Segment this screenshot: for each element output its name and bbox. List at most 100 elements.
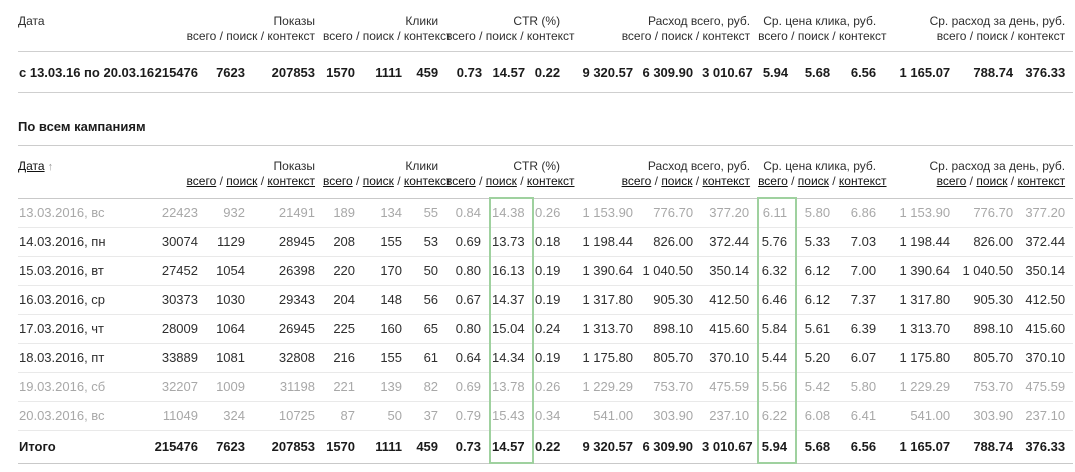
cell-daily-total: 1 390.64 bbox=[884, 256, 959, 286]
cell-cpc-total: 5.56 bbox=[757, 372, 798, 402]
cell-clicks-total: 208 bbox=[323, 227, 364, 257]
sub-link-clicks-total[interactable]: всего bbox=[323, 174, 353, 188]
cell-cpc-search: 5.42 bbox=[796, 372, 839, 402]
cell-ctr-context: 0.19 bbox=[533, 343, 569, 373]
cell-daily-search: 1 040.50 bbox=[958, 256, 1022, 286]
cell-shows-search: 1129 bbox=[206, 227, 253, 257]
cell-ctr-total: 0.80 bbox=[446, 256, 491, 286]
sub-link-clicks-search[interactable]: поиск bbox=[362, 174, 394, 188]
cell-cpc-search: 5.33 bbox=[796, 227, 839, 257]
cell-ctr-total: 0.69 bbox=[446, 227, 491, 257]
cell-daily-search: 788.74 bbox=[958, 51, 1022, 93]
cell-ctr-context: 0.22 bbox=[533, 430, 569, 464]
total-row: Итого 215476 7623 207853 1570 1111 459 0.73 14.5… bbox=[18, 430, 1074, 464]
cell-ctr-context: 0.34 bbox=[533, 401, 569, 431]
cell-shows-context: 26945 bbox=[253, 314, 324, 344]
cell-cost-total: 1 198.44 bbox=[568, 227, 642, 257]
cell-cpc-total: 5.44 bbox=[757, 343, 798, 373]
cell-clicks-total: 87 bbox=[323, 401, 364, 431]
cell-cpc-total: 6.22 bbox=[757, 401, 798, 431]
sub-link-cpc-context[interactable]: контекст bbox=[838, 174, 887, 188]
table-row: 16.03.2016, ср 30373 1030 29343 204 148 56 0.67… bbox=[18, 285, 1074, 315]
cell-ctr-search: 16.13 bbox=[489, 256, 535, 286]
cell-daily-context: 377.20 bbox=[1021, 198, 1074, 228]
cell-ctr-context: 0.24 bbox=[533, 314, 569, 344]
cell-cost-context: 412.50 bbox=[701, 285, 759, 315]
sub-link-daily-search[interactable]: поиск bbox=[976, 174, 1008, 188]
sub-link-ctr-context[interactable]: контекст bbox=[526, 174, 575, 188]
sub-link-shows-total[interactable]: всего bbox=[186, 174, 217, 188]
cell-shows-context: 29343 bbox=[253, 285, 324, 315]
cell-clicks-context: 56 bbox=[410, 285, 447, 315]
sub-link-shows-search[interactable]: поиск bbox=[226, 174, 258, 188]
table-row: 13.03.2016, вс 22423 932 21491 189 134 55 0.84 1… bbox=[18, 197, 1074, 228]
cell-ctr-search: 13.73 bbox=[489, 227, 535, 257]
cell-cpc-total: 5.94 bbox=[758, 51, 797, 93]
cell-cost-context: 237.10 bbox=[701, 401, 759, 431]
cell-daily-context: 350.14 bbox=[1021, 256, 1074, 286]
cell-clicks-context: 53 bbox=[410, 227, 447, 257]
summary-header-ctr: CTR (%) всего / поиск / контекст bbox=[446, 6, 575, 52]
cell-cpc-total: 5.76 bbox=[757, 227, 798, 257]
cell-ctr-search: 13.78 bbox=[489, 372, 535, 402]
sort-link-date[interactable]: Дата bbox=[18, 159, 45, 173]
table-row: 20.03.2016, вс 11049 324 10725 87 50 37 0.79 15.… bbox=[18, 401, 1074, 431]
sub-link-cpc-search[interactable]: поиск bbox=[797, 174, 829, 188]
cell-clicks-total: 220 bbox=[323, 256, 364, 286]
cell-cost-context: 3 010.67 bbox=[701, 51, 759, 93]
cell-clicks-total: 204 bbox=[323, 285, 364, 315]
cell-cost-search: 905.30 bbox=[641, 285, 702, 315]
sub-link-ctr-search[interactable]: поиск bbox=[485, 174, 517, 188]
cell-cpc-context: 7.37 bbox=[838, 285, 885, 315]
cell-shows-search: 1054 bbox=[206, 256, 253, 286]
sub-link-clicks-context[interactable]: контекст bbox=[403, 174, 452, 188]
cell-cpc-context: 6.86 bbox=[838, 198, 885, 228]
cell-daily-total: 1 175.80 bbox=[884, 343, 959, 373]
cell-shows-context: 31198 bbox=[253, 372, 324, 402]
table-row: с 13.03.16 по 20.03.16 215476 7623 207853 15… bbox=[18, 51, 1074, 93]
cell-clicks-search: 160 bbox=[363, 314, 411, 344]
cell-cost-search: 898.10 bbox=[641, 314, 702, 344]
cell-shows-total: 215476 bbox=[134, 51, 206, 93]
row-date: 17.03.2016, чт bbox=[18, 314, 134, 344]
cell-clicks-total: 216 bbox=[323, 343, 364, 373]
cell-cost-context: 350.14 bbox=[701, 256, 759, 286]
table-row: 17.03.2016, чт 28009 1064 26945 225 160 65 0.80… bbox=[18, 314, 1074, 344]
cell-clicks-search: 1111 bbox=[363, 51, 411, 93]
cell-shows-context: 28945 bbox=[253, 227, 324, 257]
cell-daily-total: 1 313.70 bbox=[884, 314, 959, 344]
campaigns-header-cost: Расход всего, руб. всего / поиск / конте… bbox=[568, 146, 759, 199]
sub-link-daily-total[interactable]: всего bbox=[936, 174, 967, 188]
cell-daily-total: 1 165.07 bbox=[884, 430, 959, 464]
cell-cpc-total: 6.11 bbox=[757, 197, 798, 228]
sub-link-daily-context[interactable]: контекст bbox=[1017, 174, 1066, 188]
cell-clicks-search: 1111 bbox=[363, 430, 411, 464]
cell-cpc-context: 6.39 bbox=[838, 314, 885, 344]
cell-cpc-search: 5.61 bbox=[796, 314, 839, 344]
cell-cpc-search: 5.68 bbox=[796, 430, 839, 464]
cell-cost-search: 6 309.90 bbox=[641, 51, 702, 93]
sub-link-ctr-total[interactable]: всего bbox=[446, 174, 476, 188]
cell-cpc-total: 5.94 bbox=[757, 430, 798, 464]
cell-ctr-total: 0.73 bbox=[446, 430, 491, 464]
cell-cpc-search: 6.08 bbox=[796, 401, 839, 431]
campaigns-header-shows: Показы всего / поиск / контекст bbox=[134, 146, 324, 199]
cell-cpc-context: 7.00 bbox=[838, 256, 885, 286]
sub-link-cpc-total[interactable]: всего bbox=[758, 174, 788, 188]
cell-shows-context: 10725 bbox=[253, 401, 324, 431]
sub-link-cost-search[interactable]: поиск bbox=[661, 174, 693, 188]
cell-ctr-total: 0.84 bbox=[446, 198, 491, 228]
sub-link-cost-total[interactable]: всего bbox=[621, 174, 652, 188]
cell-cpc-total: 5.84 bbox=[757, 314, 798, 344]
cell-cost-context: 3 010.67 bbox=[701, 430, 759, 464]
cell-cost-context: 377.20 bbox=[701, 198, 759, 228]
cell-daily-search: 826.00 bbox=[958, 227, 1022, 257]
cell-shows-total: 11049 bbox=[134, 401, 206, 431]
cell-cost-total: 541.00 bbox=[568, 401, 642, 431]
cell-daily-search: 805.70 bbox=[958, 343, 1022, 373]
sub-link-cost-context[interactable]: контекст bbox=[702, 174, 751, 188]
cell-clicks-search: 139 bbox=[363, 372, 411, 402]
cell-cpc-search: 5.20 bbox=[796, 343, 839, 373]
cell-shows-search: 932 bbox=[206, 198, 253, 228]
sub-link-shows-context[interactable]: контекст bbox=[267, 174, 316, 188]
